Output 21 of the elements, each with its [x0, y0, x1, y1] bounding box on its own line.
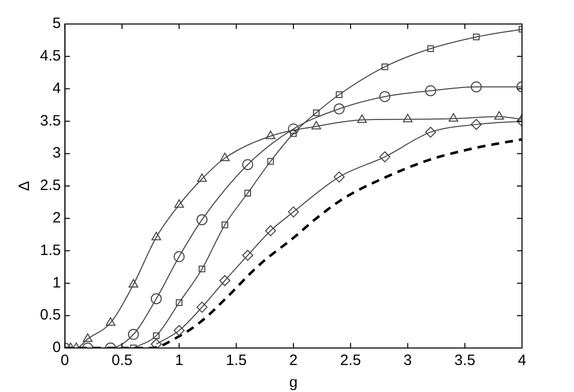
y-tick-label: 3.5	[40, 112, 61, 130]
x-tick-label: 3.5	[454, 352, 476, 370]
x-tick-label: 3	[404, 352, 412, 370]
y-tick-label: 4.5	[40, 48, 61, 65]
x-tick-label: 2.5	[340, 352, 361, 370]
y-tick-label: 3	[52, 144, 61, 162]
y-tick-label: 0.5	[40, 306, 61, 324]
y-tick-label: 1	[52, 274, 61, 292]
y-tick-label: 2.5	[40, 177, 61, 194]
x-tick-label: 1.5	[226, 352, 247, 370]
y-axis-title: Δ	[16, 180, 34, 192]
y-tick-label: 5	[52, 15, 61, 32]
y-tick-label: 0	[52, 339, 61, 356]
y-tick-label: 1.5	[40, 242, 61, 259]
x-tick-label: 0.5	[112, 352, 132, 370]
y-tick-label: 2	[52, 210, 61, 227]
x-tick-label: 2	[289, 352, 298, 370]
x-tick-label: 1	[174, 352, 184, 370]
y-tick-label: 4	[52, 80, 61, 97]
x-axis-title: g	[289, 374, 298, 392]
x-tick-label: 4	[518, 352, 526, 370]
